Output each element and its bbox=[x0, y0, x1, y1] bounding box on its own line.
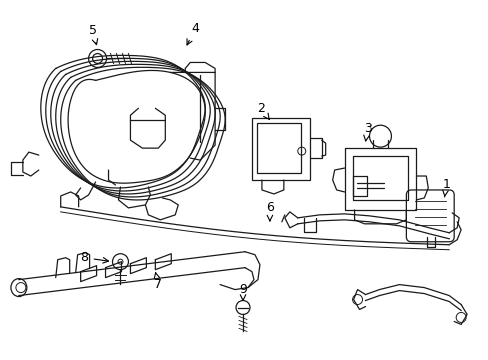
Text: 3: 3 bbox=[363, 122, 371, 141]
Text: 1: 1 bbox=[441, 179, 449, 197]
Text: 9: 9 bbox=[239, 283, 246, 300]
Text: 5: 5 bbox=[88, 24, 98, 45]
Text: 7: 7 bbox=[154, 273, 162, 291]
Text: 2: 2 bbox=[257, 102, 269, 120]
Text: 6: 6 bbox=[265, 201, 273, 221]
Bar bbox=[256, 123, 300, 173]
Text: 4: 4 bbox=[186, 22, 199, 45]
Bar bbox=[251, 118, 309, 180]
Text: 8: 8 bbox=[81, 251, 108, 264]
